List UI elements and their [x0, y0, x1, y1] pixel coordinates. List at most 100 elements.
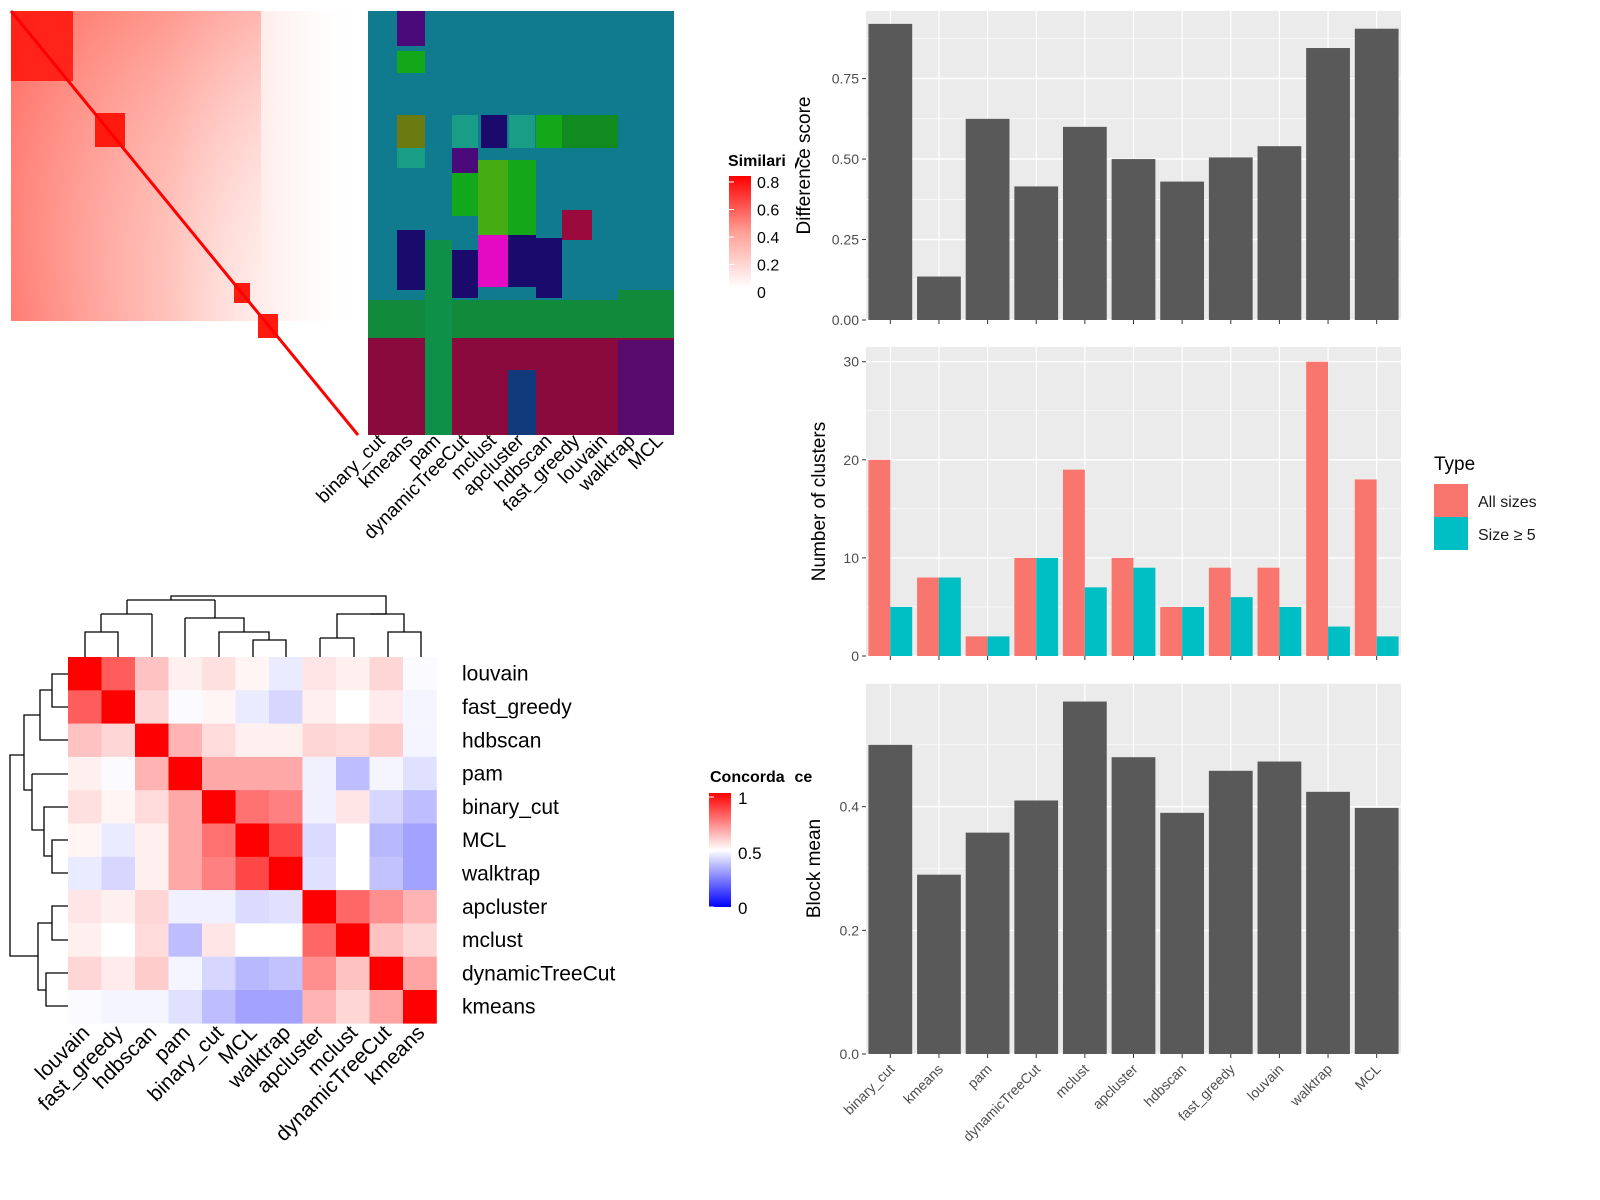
bar	[1160, 606, 1183, 656]
concordance-cell	[68, 790, 102, 824]
concordance-cell	[302, 956, 337, 991]
bar	[1111, 757, 1156, 1054]
concordance-row-label: fast_greedy	[462, 696, 572, 719]
type-legend-key-all-sizes	[1434, 484, 1468, 517]
bar	[1376, 636, 1399, 656]
concordance-cell	[168, 756, 203, 791]
concordance-cell	[302, 690, 337, 724]
concordance-cell	[168, 823, 203, 858]
type-legend-label-size-ge5: Size ≥ 5	[1478, 527, 1536, 544]
concordance-legend-tick-label: 0	[738, 899, 747, 918]
concordance-cell	[269, 756, 303, 791]
x-tick-label: mclust	[1052, 1061, 1092, 1101]
concordance-legend: Concordance 10.50	[709, 769, 812, 918]
concordance-cell	[68, 923, 102, 957]
concordance-cell	[403, 690, 437, 724]
concordance-cell	[101, 990, 136, 1024]
bar	[917, 874, 961, 1054]
similarity-legend-tick-label: 0.4	[757, 230, 779, 247]
concordance-cell	[403, 723, 437, 758]
difference-score-chart: 0.00 0.25 0.50 0.75 Difference score	[794, 11, 1401, 328]
bar	[868, 23, 913, 320]
concordance-cell	[235, 756, 270, 791]
x-tick-label: louvain	[1244, 1061, 1287, 1104]
concordance-cell	[235, 956, 270, 991]
concordance-cell	[369, 723, 404, 758]
concordance-cell	[202, 990, 236, 1024]
concordance-cell	[202, 657, 236, 691]
concordance-cell	[302, 756, 337, 791]
type-legend-label-all-sizes: All sizes	[1478, 494, 1537, 511]
concordance-cell	[336, 723, 370, 758]
x-tick-label: apcluster	[1089, 1061, 1141, 1113]
concordance-legend-title: Concordance	[710, 769, 812, 786]
bar	[1306, 361, 1329, 656]
bar	[1062, 701, 1107, 1054]
y-tick-label: 30	[843, 354, 859, 370]
concordance-cell	[202, 923, 236, 957]
similarity-legend-title: Similarity	[728, 153, 800, 170]
bar	[917, 577, 939, 656]
concordance-cell	[302, 823, 337, 858]
bar	[1014, 186, 1059, 320]
y-tick-label: 0.0	[840, 1046, 860, 1062]
concordance-cell	[403, 990, 437, 1024]
y-axis-label: Difference score	[794, 97, 815, 235]
bar	[965, 832, 1010, 1054]
concordance-cell	[101, 923, 136, 957]
concordance-cell	[235, 990, 270, 1024]
type-legend-key-size-ge5	[1434, 517, 1468, 550]
concordance-cell	[269, 923, 303, 957]
concordance-cell	[202, 756, 236, 791]
concordance-cell	[269, 657, 303, 691]
y-axis-label: Block mean	[804, 819, 825, 918]
bar	[868, 459, 891, 656]
concordance-cell	[202, 690, 236, 724]
concordance-cell	[235, 657, 270, 691]
concordance-cell	[369, 657, 404, 691]
similarity-legend-tick-label: 0.6	[757, 203, 779, 220]
concordance-row-label: hdbscan	[462, 729, 541, 752]
concordance-legend-ticks: 10.50	[709, 789, 762, 918]
bar	[1084, 587, 1107, 656]
concordance-cell	[101, 823, 136, 858]
type-legend: Type All sizes Size ≥ 5	[1434, 454, 1537, 550]
concordance-cell	[269, 790, 303, 824]
bar	[1160, 181, 1205, 320]
concordance-cell	[403, 657, 437, 691]
concordance-cell	[336, 956, 370, 991]
concordance-cell	[269, 990, 303, 1024]
concordance-row-label: louvain	[462, 663, 529, 686]
x-tick-label: kmeans	[900, 1061, 946, 1107]
concordance-cell	[403, 856, 437, 891]
bar	[1208, 567, 1231, 656]
concordance-row-label: pam	[462, 763, 503, 786]
concordance-cell	[235, 823, 270, 858]
concordance-cell	[202, 890, 236, 924]
concordance-cell	[336, 790, 370, 824]
bar	[1257, 567, 1280, 656]
concordance-cell	[369, 823, 404, 858]
concordance-cell	[369, 856, 404, 891]
concordance-cell	[302, 723, 337, 758]
concordance-cell	[101, 790, 136, 824]
concordance-cell	[403, 923, 437, 957]
concordance-cell	[269, 823, 303, 858]
concordance-cell	[101, 657, 136, 691]
concordance-cell	[336, 923, 370, 957]
concordance-cell	[403, 756, 437, 791]
bar	[1257, 761, 1302, 1054]
y-axis-label: Number of clusters	[809, 422, 830, 581]
concordance-legend-tick-label: 0.5	[738, 844, 762, 863]
similarity-legend-ticks: 0.8 0.6 0.4 0.2 0	[729, 175, 779, 302]
concordance-cell	[68, 756, 102, 791]
bar	[1279, 606, 1302, 656]
bar	[1062, 469, 1085, 656]
concordance-cell	[269, 856, 303, 891]
concordance-cell	[403, 790, 437, 824]
concordance-cell	[68, 690, 102, 724]
type-legend-title: Type	[1434, 454, 1475, 475]
similarity-legend: Similarity 0.8 0.6 0.4 0.2 0	[728, 153, 800, 302]
concordance-cell	[168, 690, 203, 724]
